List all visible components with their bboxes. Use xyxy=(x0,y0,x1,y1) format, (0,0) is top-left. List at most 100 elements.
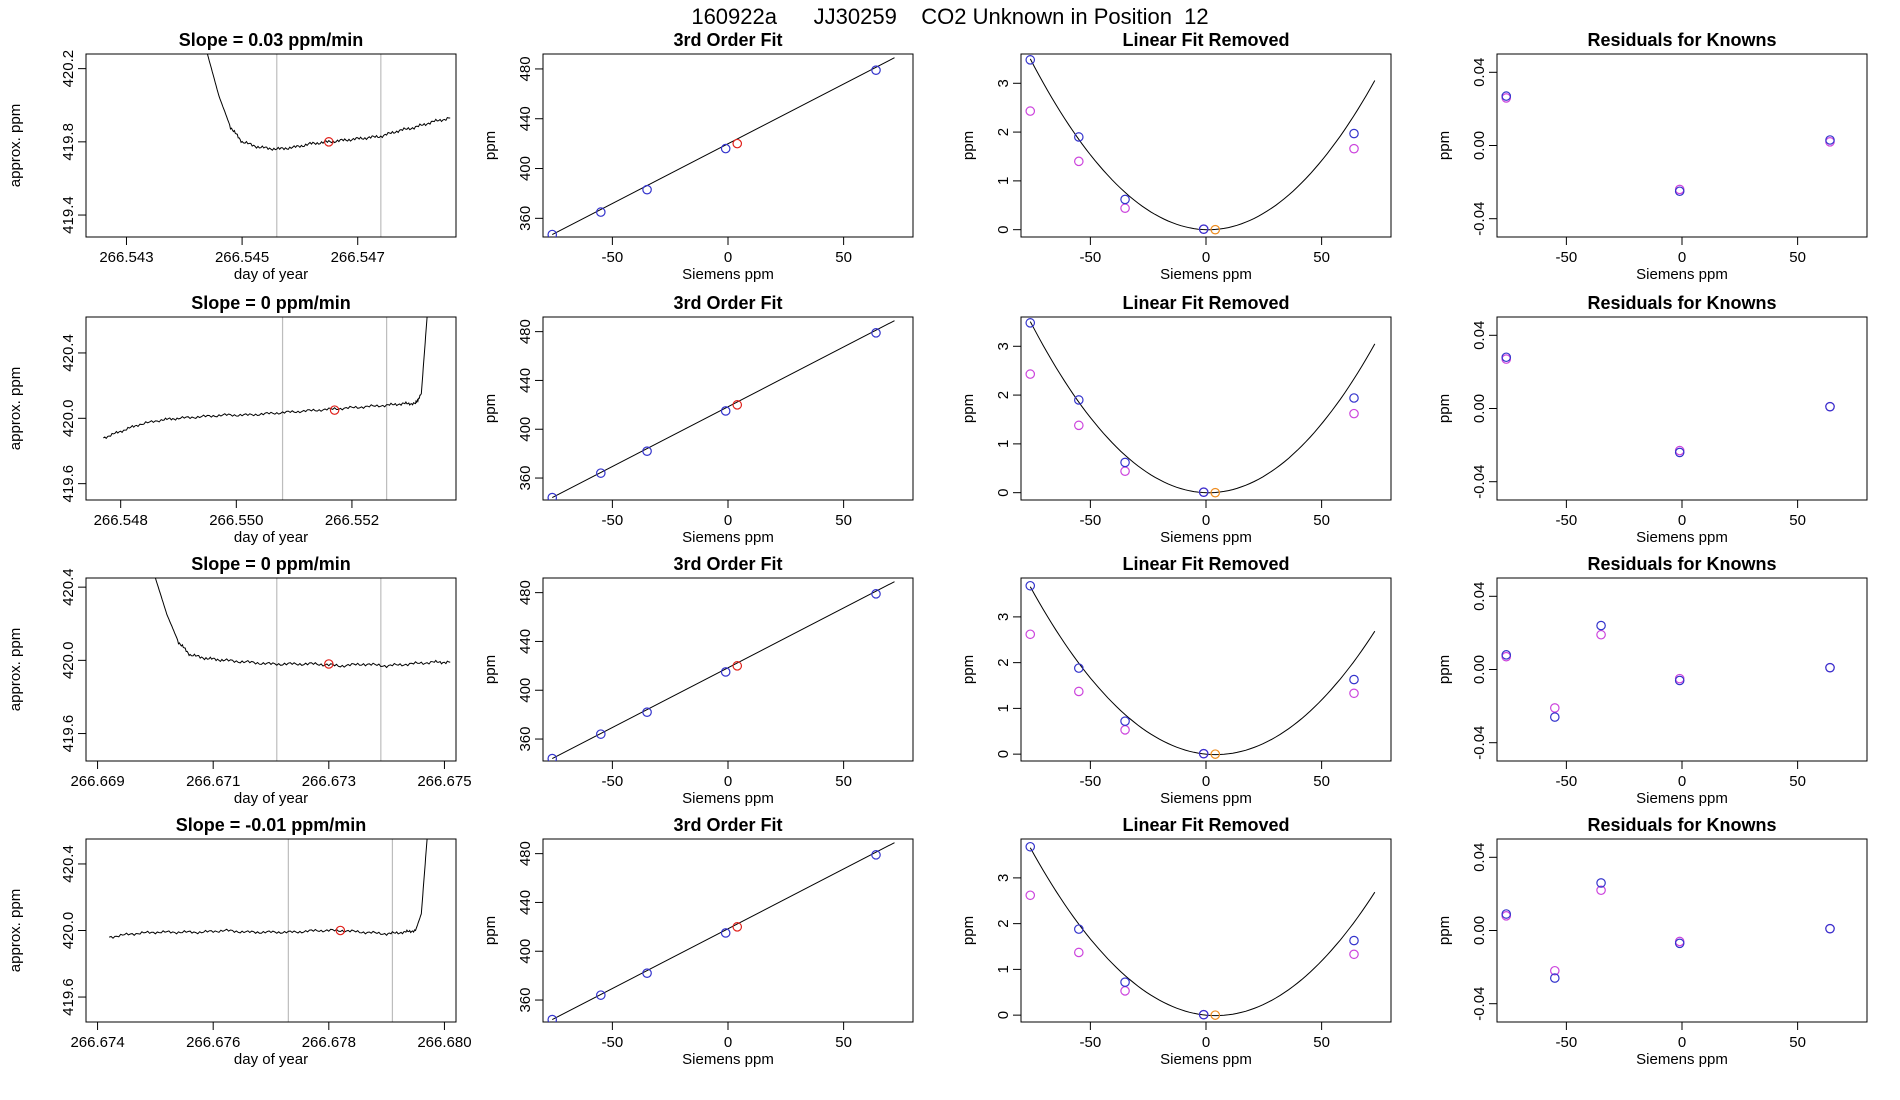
panel-4-2: 3rd Order Fit -50 0 50 360 400 440 480 Siemens p… xyxy=(482,815,914,1068)
plot-frame xyxy=(542,316,914,501)
panel-title: Linear Fit Removed xyxy=(1122,815,1289,835)
known-point xyxy=(1198,224,1209,234)
x-tick-label: 266.669 xyxy=(70,773,124,790)
known-point xyxy=(1025,580,1036,591)
unknown-marker xyxy=(335,925,346,936)
x-axis-label: day of year xyxy=(234,1051,308,1068)
y-tick-label: 0 xyxy=(995,1011,1012,1019)
x-tick-label: 266.678 xyxy=(302,1034,356,1051)
y-tick-label: 0.00 xyxy=(1471,655,1488,684)
panel-title: Slope = 0 ppm/min xyxy=(191,293,351,313)
panel-2-4: Residuals for Knowns -50 0 50 -0.04 0.00 0.04 S… xyxy=(1436,293,1868,546)
x-axis-label: Siemens ppm xyxy=(682,790,774,807)
panel-title: 3rd Order Fit xyxy=(673,815,782,835)
known-point xyxy=(1074,395,1084,405)
known-point xyxy=(1120,457,1130,468)
known-point-alt xyxy=(1550,965,1560,976)
known-point-alt xyxy=(1074,686,1084,697)
panel-title: 3rd Order Fit xyxy=(673,554,782,574)
y-tick-label: 3 xyxy=(995,342,1012,350)
x-tick-label: 50 xyxy=(835,249,852,266)
x-tick-label: -50 xyxy=(1080,773,1102,790)
panel-title: Residuals for Knowns xyxy=(1587,815,1776,835)
data-layer xyxy=(1025,318,1376,498)
panel-title: Linear Fit Removed xyxy=(1122,30,1289,50)
panel-title: Linear Fit Removed xyxy=(1122,554,1289,574)
known-point xyxy=(1596,878,1606,888)
y-axis-label: approx. ppm xyxy=(7,104,24,187)
y-axis-label: ppm xyxy=(482,131,499,160)
x-tick-label: -50 xyxy=(602,773,624,790)
known-point xyxy=(596,207,606,217)
known-point xyxy=(1550,712,1560,722)
x-tick-label: -50 xyxy=(1556,249,1578,266)
y-tick-label: 400 xyxy=(517,939,534,964)
y-axis-label: ppm xyxy=(960,916,977,945)
plot-frame xyxy=(542,838,914,1023)
x-axis-label: Siemens ppm xyxy=(1160,266,1252,283)
known-point xyxy=(720,667,731,677)
known-point-alt xyxy=(1349,408,1359,419)
unknown-point xyxy=(1210,749,1221,759)
panel-4-3: Linear Fit Removed -50 0 50 0 1 2 3 Siemens ppm p… xyxy=(960,815,1392,1068)
x-tick-label: 266.548 xyxy=(94,512,148,529)
known-point xyxy=(871,850,881,860)
x-tick-label: 50 xyxy=(1313,512,1330,529)
known-point-alt xyxy=(1025,106,1036,116)
known-point xyxy=(1674,938,1685,949)
x-tick-label: 266.680 xyxy=(417,1034,471,1051)
data-layer xyxy=(1025,841,1376,1020)
y-tick-label: 3 xyxy=(995,79,1012,87)
x-tick-label: -50 xyxy=(1556,1034,1578,1051)
y-tick-label: 440 xyxy=(517,106,534,131)
known-point xyxy=(1674,675,1685,686)
known-point-alt xyxy=(1025,629,1036,640)
y-tick-label: 440 xyxy=(517,629,534,654)
plot-frame xyxy=(1020,316,1392,501)
known-point xyxy=(642,968,652,978)
x-axis-label: Siemens ppm xyxy=(682,266,774,283)
x-tick-label: -50 xyxy=(602,249,624,266)
series-line xyxy=(108,839,428,939)
known-point-alt xyxy=(1074,947,1084,958)
panel-4-4: Residuals for Knowns -50 0 50 -0.04 0.00 0.04 S… xyxy=(1436,815,1868,1068)
y-tick-label: 0.00 xyxy=(1471,131,1488,160)
known-point xyxy=(1120,716,1130,726)
x-axis-label: day of year xyxy=(234,790,308,807)
x-tick-label: -50 xyxy=(1556,773,1578,790)
known-point xyxy=(596,729,606,739)
y-tick-label: 360 xyxy=(517,206,534,231)
x-tick-label: 266.676 xyxy=(186,1034,240,1051)
panel-2-2: 3rd Order Fit -50 0 50 360 400 440 480 Siemens p… xyxy=(482,293,914,546)
known-point xyxy=(1198,748,1209,759)
y-tick-label: 0.04 xyxy=(1471,843,1488,872)
y-tick-label: 420.2 xyxy=(60,50,77,88)
known-point xyxy=(720,143,731,154)
known-point-alt xyxy=(1074,156,1084,167)
x-axis-label: Siemens ppm xyxy=(1160,529,1252,546)
y-tick-label: 360 xyxy=(517,466,534,491)
x-axis-label: Siemens ppm xyxy=(1636,266,1728,283)
x-axis-label: Siemens ppm xyxy=(1636,529,1728,546)
data-layer xyxy=(547,320,895,500)
x-tick-label: 0 xyxy=(724,249,732,266)
known-point xyxy=(1074,663,1084,673)
y-tick-label: 420.4 xyxy=(60,568,77,606)
figure-title: 160922a JJ30259 CO2 Unknown in Position … xyxy=(691,4,1209,29)
plot-frame xyxy=(1496,838,1868,1023)
known-point xyxy=(1674,447,1685,458)
y-axis-label: ppm xyxy=(1436,916,1453,945)
known-point xyxy=(1349,935,1359,946)
y-tick-label: 1 xyxy=(995,440,1012,448)
unknown-marker xyxy=(324,659,334,669)
known-point-alt xyxy=(1349,143,1359,154)
panel-2-1: Slope = 0 ppm/min 266.548 266.550 266.552 41… xyxy=(7,293,457,546)
y-tick-label: 420.0 xyxy=(60,912,77,950)
y-axis-label: ppm xyxy=(960,394,977,423)
known-point xyxy=(1349,128,1359,139)
data-layer xyxy=(1501,620,1835,722)
known-point xyxy=(720,928,731,938)
panel-title: Residuals for Knowns xyxy=(1587,293,1776,313)
x-tick-label: 50 xyxy=(1789,512,1806,529)
y-tick-label: 419.8 xyxy=(60,123,77,161)
